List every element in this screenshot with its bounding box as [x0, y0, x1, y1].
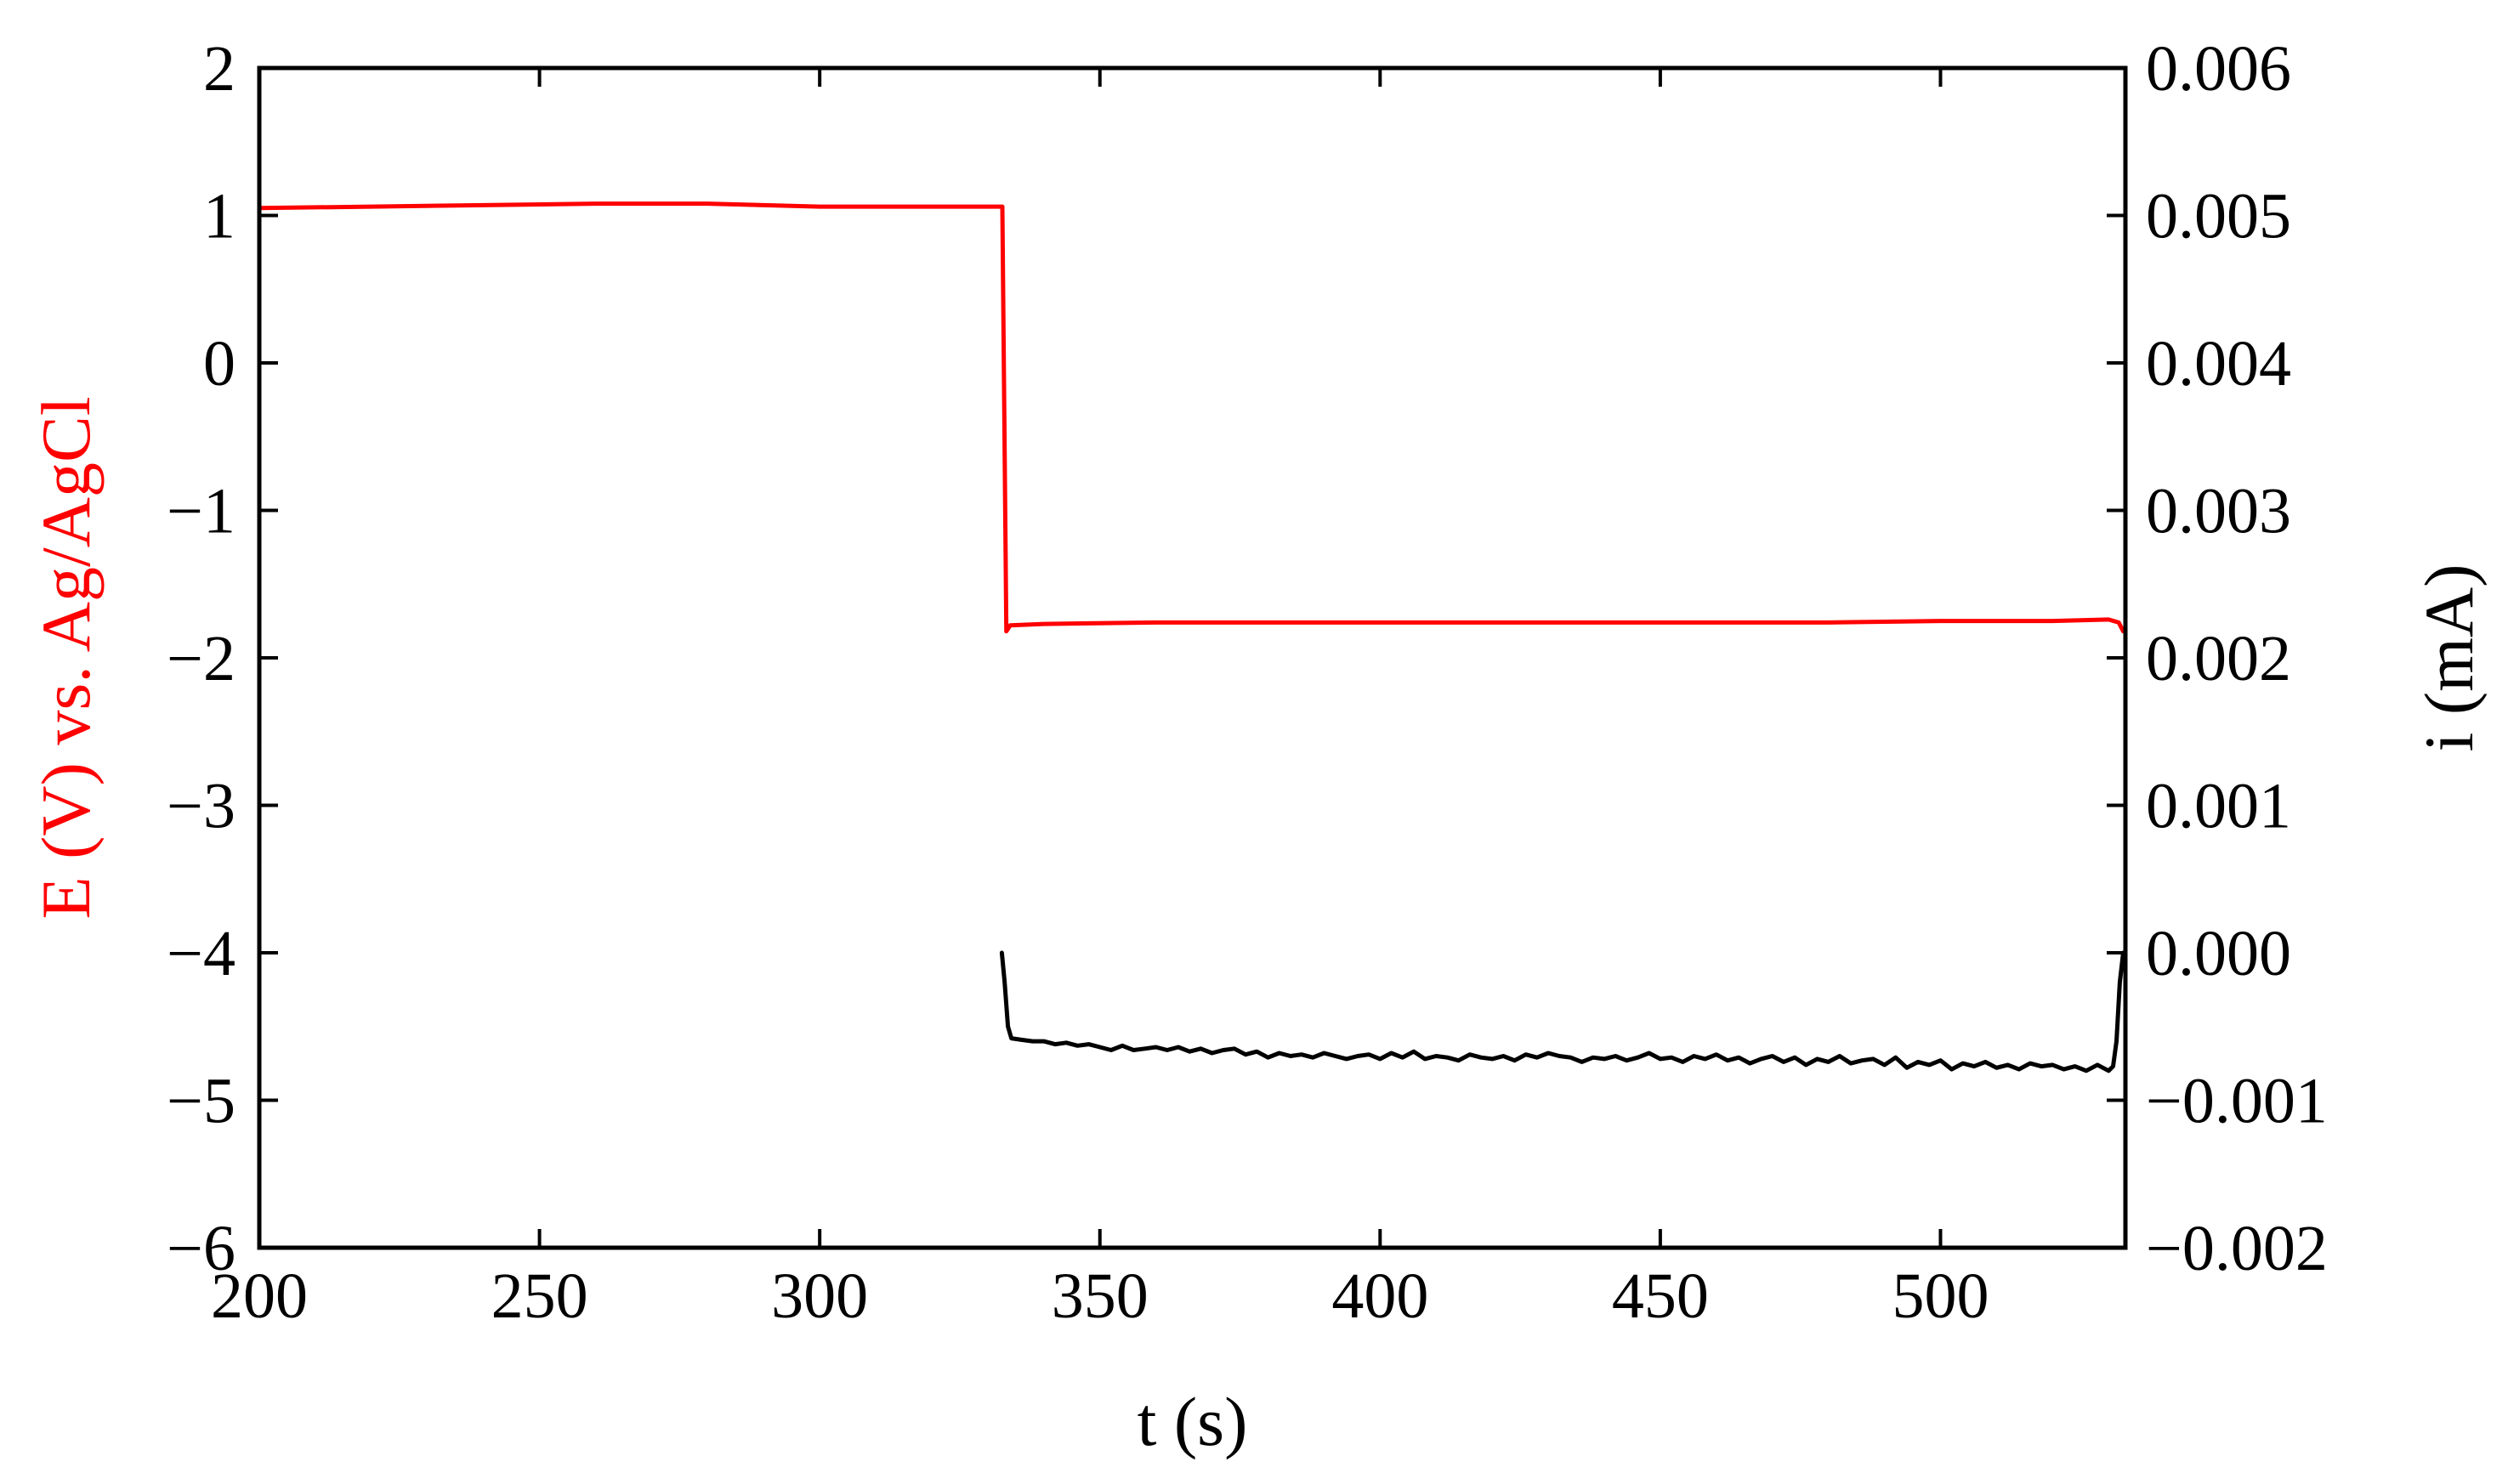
x-tick-label: 250: [491, 1260, 588, 1332]
current-series-line: [999, 950, 2125, 1073]
x-tick-label: 450: [1612, 1260, 1709, 1332]
left-axis-title: E (V) vs. Ag/AgCl: [27, 397, 105, 920]
x-axis-title: t (s): [1138, 1383, 1248, 1460]
right-y-tick-label: −0.002: [2146, 1213, 2328, 1284]
ticks-layer: 200 250 300 350 400 450 500 2 1 0 −1 −2 −3 −4 −5 −6 0.00…: [167, 33, 2328, 1332]
left-y-tick-label: 2: [203, 33, 235, 105]
potential-series-line: [257, 201, 2125, 634]
right-y-tick-label: −0.001: [2146, 1066, 2328, 1137]
left-y-tick-label: −1: [167, 476, 235, 547]
right-y-tick-label: 0.006: [2146, 33, 2291, 105]
left-y-tick-label: 0: [203, 328, 235, 399]
x-tick-label: 350: [1052, 1260, 1149, 1332]
left-y-tick-label: 1: [203, 181, 235, 252]
right-y-tick-label: 0.002: [2146, 623, 2291, 694]
right-y-tick-label: 0.005: [2146, 181, 2291, 252]
left-y-tick-label: −5: [167, 1066, 235, 1137]
x-tick-label: 400: [1331, 1260, 1428, 1332]
left-y-tick-label: −4: [167, 918, 235, 989]
x-tick-label: 300: [771, 1260, 868, 1332]
x-tick-label: 200: [211, 1260, 308, 1332]
right-y-tick-label: 0.004: [2146, 328, 2291, 399]
right-y-tick-label: 0.003: [2146, 476, 2291, 547]
series-layer: [257, 201, 2125, 1073]
x-tick-label: 500: [1892, 1260, 1989, 1332]
plot-frame: [257, 65, 2128, 1250]
left-y-tick-label: −3: [167, 771, 235, 842]
left-y-tick-label: −6: [167, 1213, 235, 1284]
right-y-tick-label: 0.000: [2146, 918, 2291, 989]
right-y-tick-label: 0.001: [2146, 771, 2291, 842]
left-y-tick-label: −2: [167, 623, 235, 694]
right-axis-title: i (mA): [2410, 564, 2488, 752]
